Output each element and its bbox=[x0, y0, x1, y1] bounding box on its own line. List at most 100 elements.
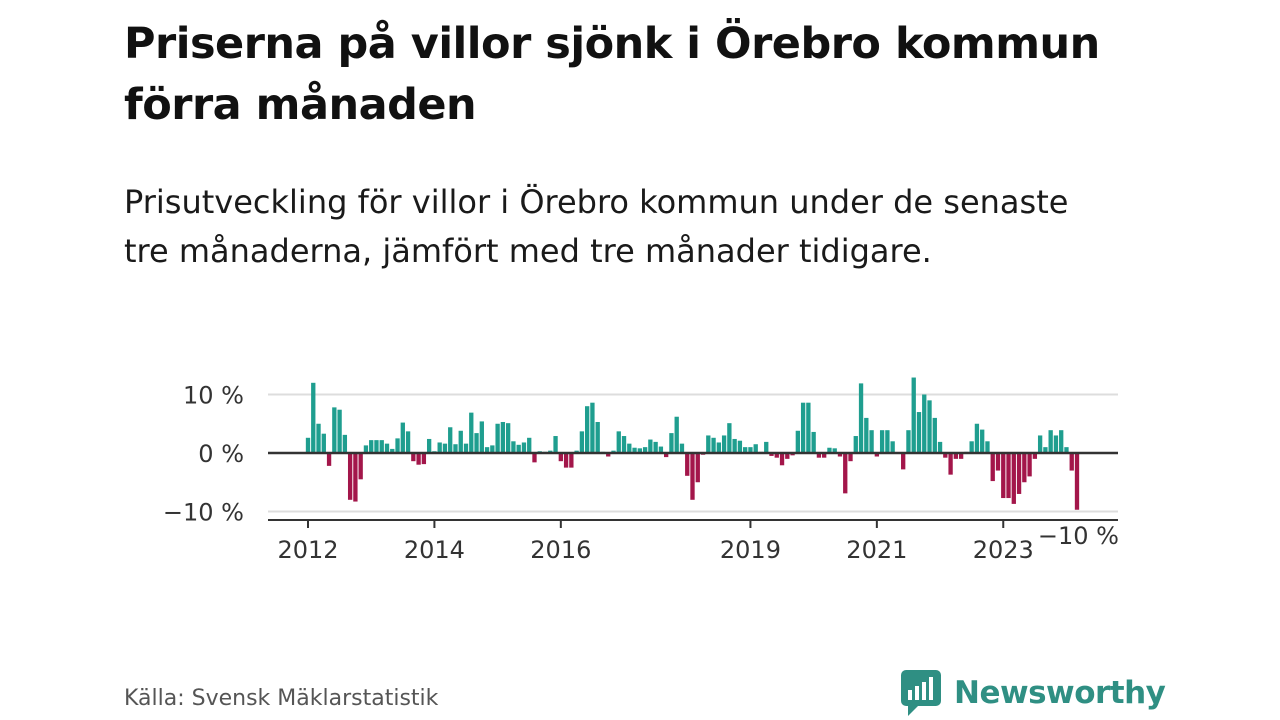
bar bbox=[827, 447, 832, 453]
bar bbox=[837, 453, 843, 457]
bar bbox=[516, 444, 521, 453]
bar bbox=[405, 431, 411, 453]
bar bbox=[1001, 453, 1006, 499]
bar bbox=[353, 453, 358, 502]
bar bbox=[721, 435, 727, 453]
bar bbox=[379, 440, 384, 453]
bar bbox=[653, 441, 658, 453]
bar bbox=[832, 448, 837, 453]
bar bbox=[737, 440, 743, 453]
bar bbox=[711, 437, 716, 453]
bar bbox=[490, 445, 495, 453]
chart-subtitle: Prisutveckling för villor i Örebro kommu… bbox=[124, 183, 1069, 270]
bar bbox=[669, 433, 674, 453]
bar bbox=[748, 447, 753, 453]
bar bbox=[632, 447, 637, 453]
bar bbox=[558, 453, 563, 462]
bar bbox=[621, 436, 627, 453]
chart-title: Priserna på villor sjönk i Örebro kommun… bbox=[124, 19, 1100, 130]
bar bbox=[1053, 435, 1059, 453]
bar bbox=[1022, 453, 1027, 483]
bar bbox=[474, 433, 479, 453]
bar bbox=[685, 453, 690, 476]
bar bbox=[563, 453, 569, 468]
bar bbox=[484, 447, 490, 453]
bar bbox=[843, 453, 848, 494]
x-tick-label: 2021 bbox=[846, 536, 907, 564]
gridlines bbox=[268, 393, 1118, 513]
bar bbox=[1059, 430, 1064, 453]
bar bbox=[495, 423, 500, 453]
brand-logo[interactable]: Newsworthy bbox=[900, 668, 1166, 718]
bar bbox=[679, 443, 685, 453]
bar bbox=[1064, 447, 1069, 453]
y-tick-label: 10 % bbox=[183, 382, 244, 410]
bar bbox=[369, 440, 374, 453]
bar bbox=[458, 430, 463, 453]
bar bbox=[858, 383, 864, 453]
bar-chart: 10 %0 %−10 %2012 2014 2016 2019 2021 2023 −10 … bbox=[163, 377, 1119, 565]
bar bbox=[421, 453, 427, 465]
bar bbox=[569, 453, 574, 468]
bar bbox=[1016, 453, 1022, 494]
bar bbox=[943, 453, 948, 458]
bar bbox=[774, 453, 779, 458]
bar bbox=[1027, 453, 1032, 477]
bar bbox=[706, 435, 711, 453]
bar bbox=[642, 447, 648, 453]
bar bbox=[1069, 453, 1074, 471]
bar bbox=[901, 453, 906, 470]
bar bbox=[595, 421, 600, 453]
bar bbox=[927, 400, 932, 453]
bar bbox=[664, 453, 669, 458]
bar bbox=[521, 442, 527, 453]
bar bbox=[363, 445, 369, 453]
x-tick-label: 2014 bbox=[404, 536, 465, 564]
bar bbox=[1048, 430, 1053, 453]
bar bbox=[347, 453, 353, 500]
x-tick-label: 2023 bbox=[973, 536, 1034, 564]
x-tick-label: 2016 bbox=[530, 536, 591, 564]
bar bbox=[795, 430, 801, 453]
bar bbox=[769, 453, 774, 456]
bar bbox=[511, 441, 516, 453]
bars bbox=[305, 377, 1080, 510]
bar bbox=[885, 430, 890, 453]
bar bbox=[311, 382, 316, 453]
bar bbox=[437, 442, 442, 453]
bar bbox=[337, 409, 342, 453]
bar bbox=[822, 453, 827, 458]
newsworthy-logo-icon bbox=[901, 670, 941, 716]
bar bbox=[690, 453, 695, 500]
bar bbox=[753, 444, 758, 453]
bar bbox=[869, 430, 874, 453]
bar bbox=[1043, 447, 1048, 453]
bar bbox=[932, 417, 937, 453]
x-tick-label: 2012 bbox=[277, 536, 338, 564]
bar bbox=[953, 453, 959, 459]
bar bbox=[990, 453, 995, 482]
bar bbox=[1006, 453, 1011, 499]
bar bbox=[627, 443, 632, 453]
x-tick-label: 2019 bbox=[720, 536, 781, 564]
end-value-label: −10 % bbox=[1038, 522, 1119, 550]
bar bbox=[1074, 453, 1080, 510]
bar bbox=[732, 438, 737, 453]
bar bbox=[321, 433, 326, 453]
bar bbox=[527, 437, 532, 453]
bar bbox=[848, 453, 853, 462]
bar bbox=[779, 453, 785, 466]
bar bbox=[853, 436, 858, 453]
bar bbox=[969, 441, 974, 453]
bar bbox=[764, 441, 769, 453]
bar bbox=[416, 453, 421, 465]
brand-name: Newsworthy bbox=[954, 675, 1166, 711]
axes: 10 %0 %−10 %2012 2014 2016 2019 2021 2023 −10 … bbox=[163, 382, 1119, 565]
bar bbox=[811, 431, 816, 453]
bar bbox=[584, 406, 590, 453]
bar bbox=[974, 423, 980, 453]
bar bbox=[916, 412, 922, 453]
bar bbox=[1032, 453, 1038, 459]
bar bbox=[985, 441, 990, 453]
bar bbox=[958, 453, 964, 459]
